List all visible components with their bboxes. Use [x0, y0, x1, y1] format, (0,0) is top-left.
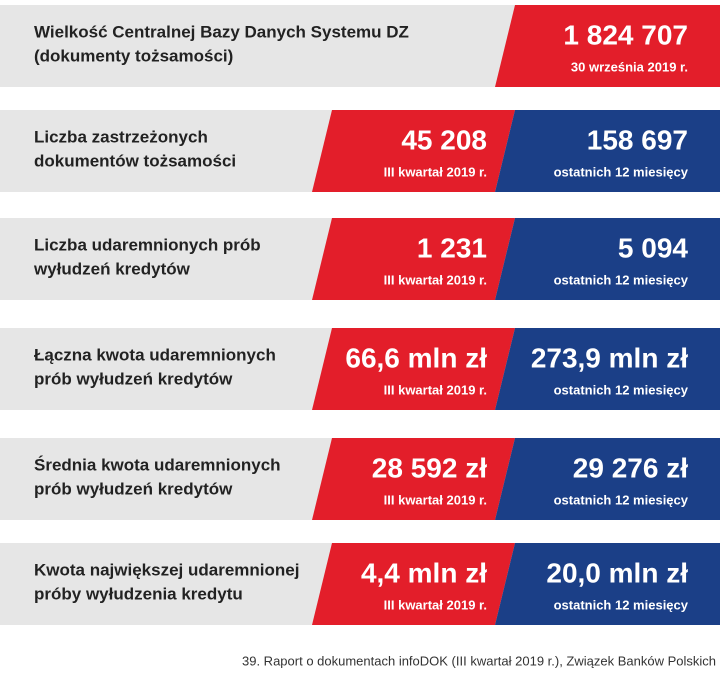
red-value: 1 824 707: [563, 19, 688, 50]
red-box: [312, 543, 515, 625]
row-label: Liczba zastrzeżonych: [34, 127, 208, 146]
red-box: [312, 438, 515, 520]
red-note: III kwartał 2019 r.: [384, 597, 487, 612]
blue-box: [495, 438, 720, 520]
red-note: III kwartał 2019 r.: [384, 272, 487, 287]
blue-note: ostatnich 12 miesięcy: [554, 164, 689, 179]
blue-box: [495, 110, 720, 192]
blue-value: 29 276 zł: [573, 452, 688, 483]
row-label: prób wyłudzeń kredytów: [34, 369, 233, 388]
row-label: Łączna kwota udaremnionych: [34, 345, 276, 364]
blue-value: 5 094: [618, 232, 688, 263]
blue-note: ostatnich 12 miesięcy: [554, 272, 689, 287]
row-label: Wielkość Centralnej Bazy Danych Systemu …: [34, 22, 409, 41]
red-box: [312, 218, 515, 300]
red-value: 66,6 mln zł: [345, 342, 487, 373]
blue-box: [495, 218, 720, 300]
red-value: 28 592 zł: [372, 452, 487, 483]
blue-value: 20,0 mln zł: [546, 557, 688, 588]
blue-value: 158 697: [587, 124, 688, 155]
red-note: 30 września 2019 r.: [571, 59, 688, 74]
red-box: [312, 110, 515, 192]
row-label: Kwota największej udaremnionej: [34, 560, 299, 579]
caption: 39. Raport o dokumentach infoDOK (III kw…: [242, 653, 716, 668]
red-value: 4,4 mln zł: [361, 557, 487, 588]
red-value: 45 208: [401, 124, 487, 155]
red-box: [495, 5, 720, 87]
row-label: Średnia kwota udaremnionych: [34, 455, 281, 474]
blue-note: ostatnich 12 miesięcy: [554, 382, 689, 397]
blue-box: [495, 328, 720, 410]
row-label: próby wyłudzenia kredytu: [34, 584, 243, 603]
red-box: [312, 328, 515, 410]
row-label: Liczba udaremnionych prób: [34, 235, 261, 254]
red-value: 1 231: [417, 232, 487, 263]
red-note: III kwartał 2019 r.: [384, 382, 487, 397]
row-label: wyłudzeń kredytów: [33, 259, 191, 278]
blue-value: 273,9 mln zł: [531, 342, 688, 373]
blue-box: [495, 543, 720, 625]
red-note: III kwartał 2019 r.: [384, 164, 487, 179]
row-label: prób wyłudzeń kredytów: [34, 479, 233, 498]
row-label: dokumentów tożsamości: [34, 151, 236, 170]
row-label: (dokumenty tożsamości): [34, 46, 233, 65]
row-background: [0, 5, 530, 87]
red-note: III kwartał 2019 r.: [384, 492, 487, 507]
blue-note: ostatnich 12 miesięcy: [554, 492, 689, 507]
blue-note: ostatnich 12 miesięcy: [554, 597, 689, 612]
